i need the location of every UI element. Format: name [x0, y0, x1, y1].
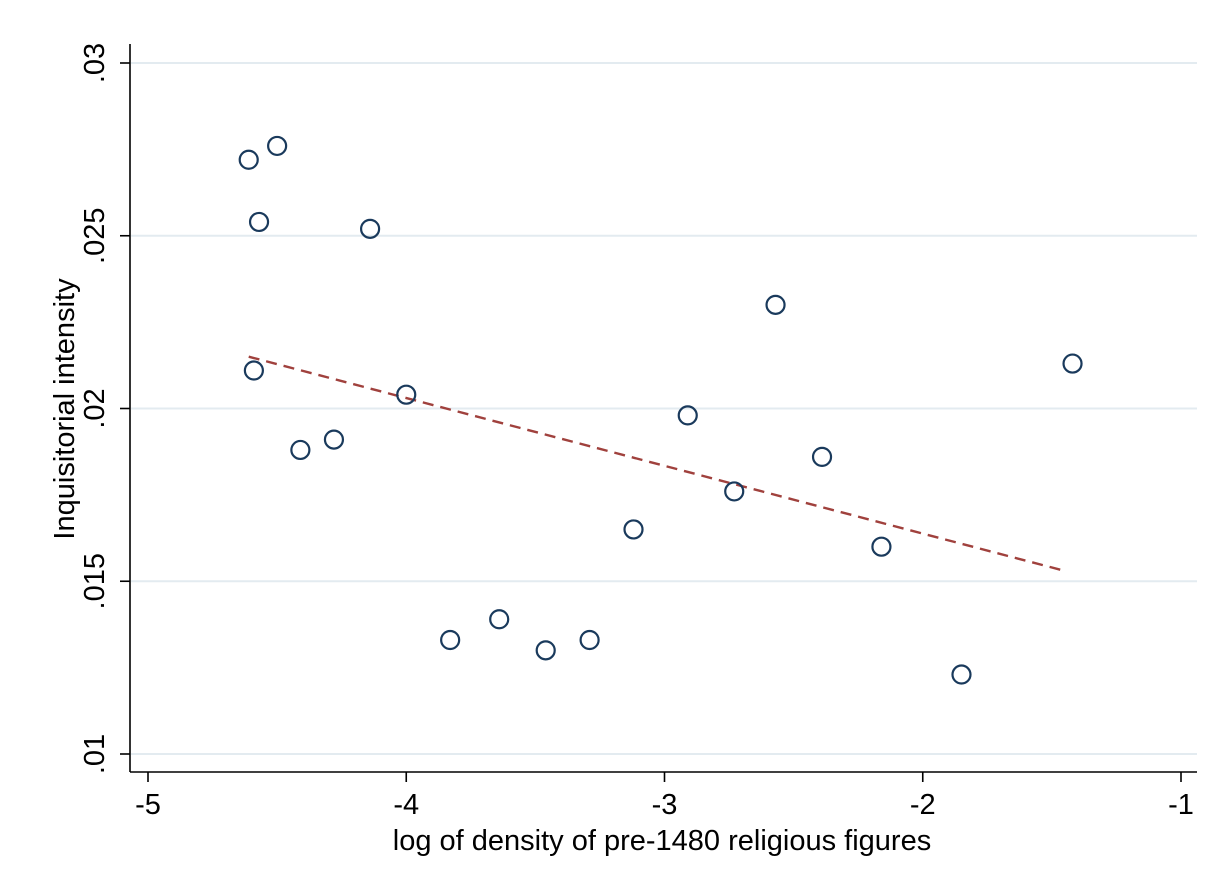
data-point — [623, 519, 644, 540]
gridlines — [131, 62, 1197, 755]
x-tick-label: -2 — [910, 789, 936, 821]
x-axis-label: log of density of pre-1480 religious fig… — [393, 825, 931, 857]
y-tick-label: .015 — [79, 553, 111, 609]
y-ticks: .01 .015 .02 .025 .03 — [79, 43, 130, 774]
data-point — [535, 640, 556, 661]
y-axis-label: Inquisitorial intensity — [49, 278, 81, 540]
x-ticks: -5 -4 -3 -2 -1 — [135, 772, 1194, 821]
fit-line-layer — [248, 355, 1066, 573]
data-point — [951, 664, 972, 685]
x-tick-label: -1 — [1168, 789, 1194, 821]
y-tick-label: .02 — [79, 388, 111, 428]
data-point — [677, 405, 698, 426]
data-point — [248, 211, 270, 233]
data-point — [267, 135, 288, 157]
data-points — [238, 135, 1083, 685]
fitted-line — [248, 355, 1066, 573]
data-point — [359, 218, 381, 239]
x-tick-label: -3 — [652, 789, 678, 821]
data-point — [489, 609, 510, 630]
data-point — [290, 439, 311, 461]
data-point — [238, 149, 259, 170]
data-point — [811, 446, 833, 467]
data-point — [440, 629, 461, 651]
data-point — [396, 384, 417, 405]
data-point — [243, 360, 264, 381]
data-point — [1062, 353, 1083, 374]
data-point — [871, 536, 892, 557]
data-point — [724, 481, 745, 502]
x-tick-label: -4 — [393, 789, 419, 821]
data-point — [579, 629, 600, 651]
y-tick-label: .01 — [79, 734, 111, 774]
data-point — [765, 294, 786, 315]
y-tick-label: .03 — [79, 43, 111, 83]
data-point — [323, 429, 345, 450]
x-tick-label: -5 — [135, 789, 161, 821]
y-tick-label: .025 — [79, 208, 111, 264]
